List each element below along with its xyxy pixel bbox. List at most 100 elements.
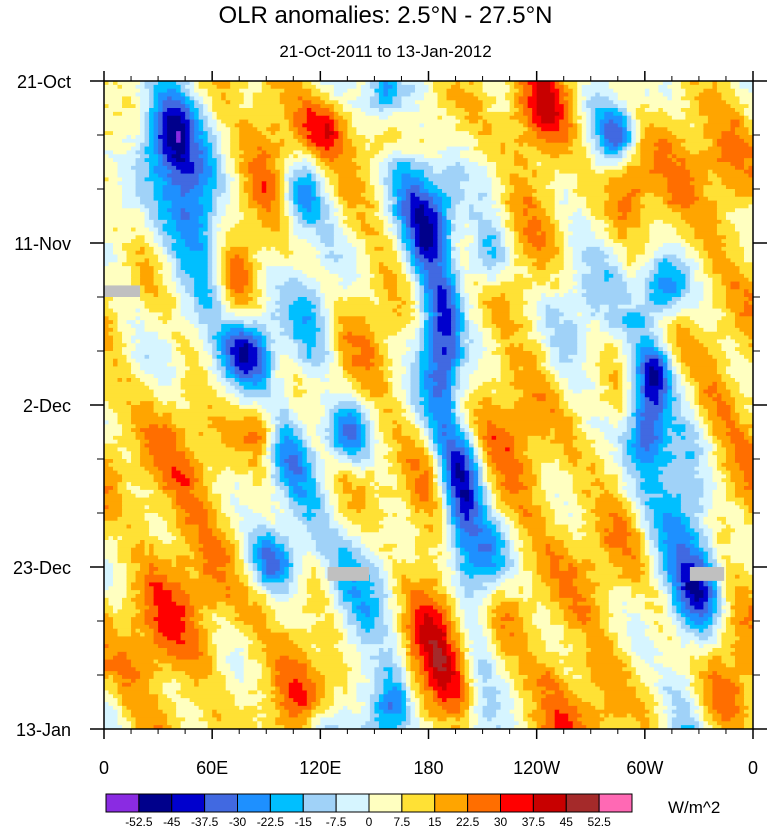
field-cell (604, 212, 623, 217)
field-cell (653, 339, 659, 344)
field-cell (338, 432, 344, 437)
field-cell (644, 416, 659, 422)
field-cell (577, 96, 587, 101)
field-cell (306, 285, 321, 290)
field-cell (518, 173, 533, 179)
field-cell (559, 123, 574, 128)
field-cell (306, 208, 312, 213)
field-cell (446, 239, 452, 244)
field-cell (212, 304, 222, 310)
field-cell (293, 212, 303, 217)
field-cell (149, 135, 155, 140)
field-cell (144, 223, 155, 229)
field-cell (396, 92, 412, 98)
field-cell (383, 212, 394, 217)
field-cell (306, 146, 317, 152)
field-cell (586, 146, 592, 152)
field-cell (153, 405, 177, 410)
field-cell (545, 320, 560, 325)
field-cell (428, 354, 434, 360)
field-cell (104, 231, 155, 236)
field-cell (505, 235, 515, 240)
field-cell (225, 289, 231, 294)
field-cell (734, 192, 753, 198)
field-cell (460, 297, 466, 302)
field-cell (189, 96, 195, 101)
field-cell (505, 150, 515, 155)
field-cell (180, 258, 209, 263)
field-cell (667, 347, 673, 352)
field-cell (356, 416, 362, 422)
field-cell (117, 412, 132, 418)
field-cell (527, 212, 547, 217)
field-cell (608, 81, 664, 86)
field-cell (351, 138, 371, 144)
field-cell (144, 111, 150, 117)
field-cell (505, 208, 511, 213)
field-cell (401, 100, 416, 105)
field-cell (383, 177, 394, 182)
field-cell (613, 370, 619, 375)
field-cell (698, 100, 727, 105)
field-cell (545, 266, 565, 271)
field-cell (293, 173, 308, 179)
field-cell (329, 208, 339, 213)
field-cell (694, 235, 727, 240)
field-cell (396, 196, 403, 202)
field-cell (617, 104, 628, 109)
field-cell (194, 308, 222, 314)
field-cell (396, 281, 412, 287)
field-cell (604, 277, 610, 283)
field-cell (117, 316, 137, 321)
field-cell (671, 92, 686, 98)
field-cell (419, 243, 434, 248)
field-cell (207, 212, 218, 217)
field-cell (207, 92, 222, 98)
field-cell (252, 254, 285, 260)
field-cell (113, 308, 137, 314)
field-cell (473, 81, 484, 86)
field-cell (446, 304, 457, 310)
field-cell (568, 243, 605, 248)
field-cell (446, 216, 457, 221)
field-cell (135, 192, 155, 198)
field-cell (378, 412, 403, 418)
field-cell (158, 335, 173, 341)
field-cell (374, 227, 385, 233)
field-cell (599, 397, 623, 402)
field-cell (261, 293, 267, 298)
field-cell (680, 381, 691, 387)
field-cell (622, 327, 650, 333)
field-cell (437, 316, 452, 321)
field-cell (333, 354, 339, 360)
field-cell (315, 162, 326, 167)
field-cell (622, 266, 641, 271)
field-cell (563, 412, 578, 418)
field-cell (360, 393, 371, 398)
field-cell (586, 324, 601, 329)
field-cell (739, 235, 753, 240)
field-cell (284, 389, 294, 395)
field-cell (149, 308, 173, 314)
field-cell (626, 401, 632, 406)
field-cell (126, 254, 159, 260)
field-cell (414, 308, 421, 314)
field-cell (419, 281, 425, 287)
field-cell (446, 297, 452, 302)
field-cell (482, 285, 533, 290)
field-cell (442, 285, 452, 290)
field-cell (631, 412, 637, 418)
field-cell (396, 192, 407, 198)
field-cell (631, 432, 637, 437)
field-cell (207, 378, 218, 383)
field-cell (194, 289, 213, 294)
field-cell (437, 208, 443, 213)
field-cell (478, 131, 493, 136)
field-cell (433, 84, 452, 90)
field-cell (446, 262, 452, 267)
field-cell (631, 204, 646, 209)
field-cell (644, 246, 659, 252)
field-cell (658, 393, 664, 398)
field-cell (500, 208, 506, 213)
field-cell (631, 408, 637, 414)
